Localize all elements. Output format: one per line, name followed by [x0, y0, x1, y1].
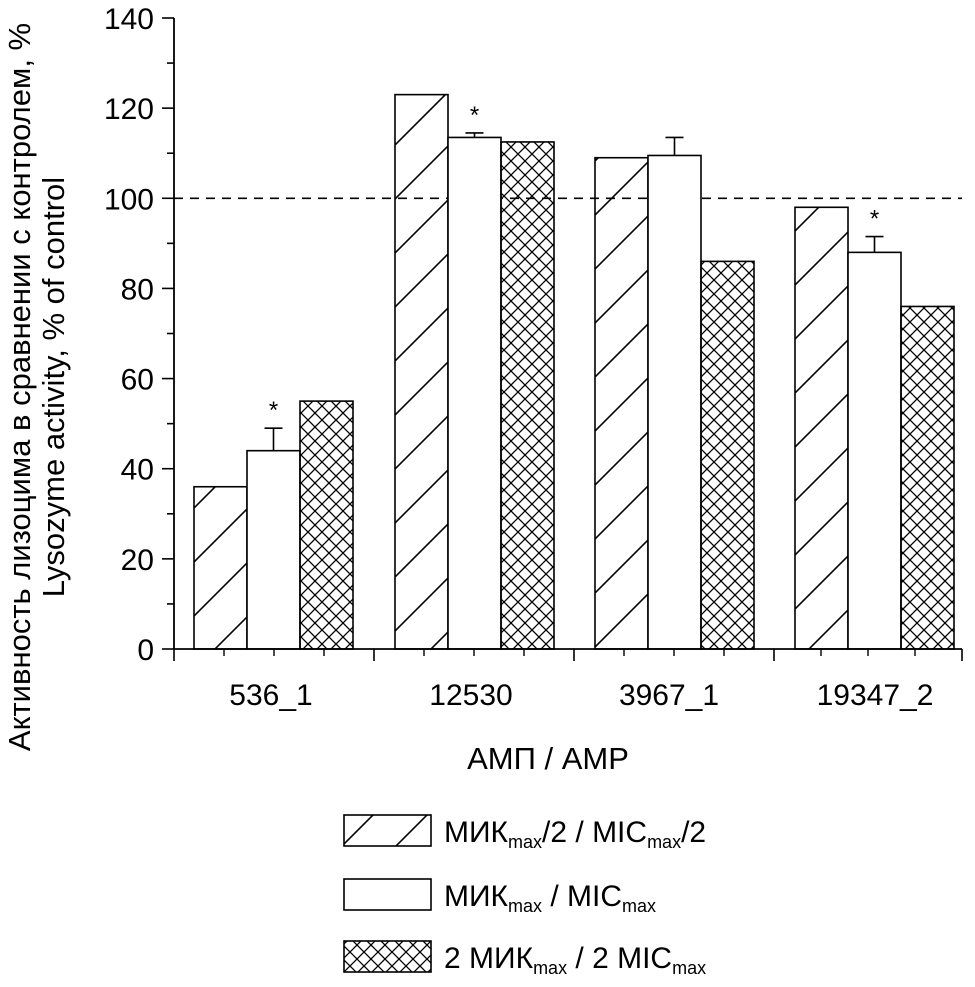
y-axis-title-line2: Lysozyme activity, % of control [36, 177, 71, 597]
legend-entry-2: МИКmax / MICmax [343, 878, 656, 916]
bar-12530-series-3 [500, 141, 555, 650]
y-tick-label: 80 [121, 273, 154, 306]
y-tick-label: 140 [104, 3, 154, 36]
bar-536_1-series-2 [246, 449, 301, 650]
legend-swatch-crosshatch [343, 940, 432, 973]
significance-mark-19347_2: * [870, 206, 879, 233]
significance-mark-536_1: * [269, 397, 278, 424]
bar-19347_2-series-2 [847, 251, 902, 650]
axes: 0 20 40 60 80 100 120 140 536_1 12530 3967_1 19347_… [104, 3, 963, 712]
bar-19347_2-series-1 [794, 206, 849, 650]
y-tick-label: 0 [137, 634, 154, 667]
y-axis-title-line1: Активность лизоцима в сравнении с контро… [2, 23, 37, 751]
bar-12530-series-2 [447, 136, 502, 650]
y-tick-label: 40 [121, 454, 154, 487]
y-tick-label: 20 [121, 544, 154, 577]
bar-3967_1-series-2 [647, 154, 702, 650]
legend: МИКmax/2 / MICmax/2 МИКmax / MICmax 2 МИ… [343, 814, 706, 978]
x-tick-label-12530: 12530 [429, 679, 512, 712]
legend-swatch-white [343, 878, 432, 911]
bar-536_1-series-1 [193, 485, 248, 650]
x-axis-title: АМП / AMP [467, 741, 629, 776]
bar-3967_1-series-3 [700, 260, 755, 650]
x-tick-label-19347_2: 19347_2 [817, 679, 934, 712]
bar-12530-series-1 [394, 93, 449, 650]
y-tick-label: 120 [104, 93, 154, 126]
legend-entry-1: МИКmax/2 / MICmax/2 [343, 814, 706, 852]
x-tick-label-536_1: 536_1 [229, 679, 312, 712]
bar-marks: * * * [174, 93, 962, 650]
x-tick-label-3967_1: 3967_1 [619, 679, 719, 712]
legend-label-3: 2 МИКmax / 2 MICmax [444, 942, 706, 978]
legend-label-1: МИКmax/2 / MICmax/2 [444, 816, 706, 852]
significance-mark-12530: * [470, 102, 479, 129]
y-tick-label: 100 [104, 183, 154, 216]
bar-19347_2-series-3 [900, 305, 955, 650]
legend-entry-3: 2 МИКmax / 2 MICmax [343, 940, 706, 978]
y-tick-label: 60 [121, 364, 154, 397]
bar-3967_1-series-1 [594, 156, 649, 650]
legend-swatch-diagonal [343, 814, 432, 847]
legend-label-2: МИКmax / MICmax [444, 880, 656, 916]
bar-536_1-series-3 [299, 400, 354, 650]
